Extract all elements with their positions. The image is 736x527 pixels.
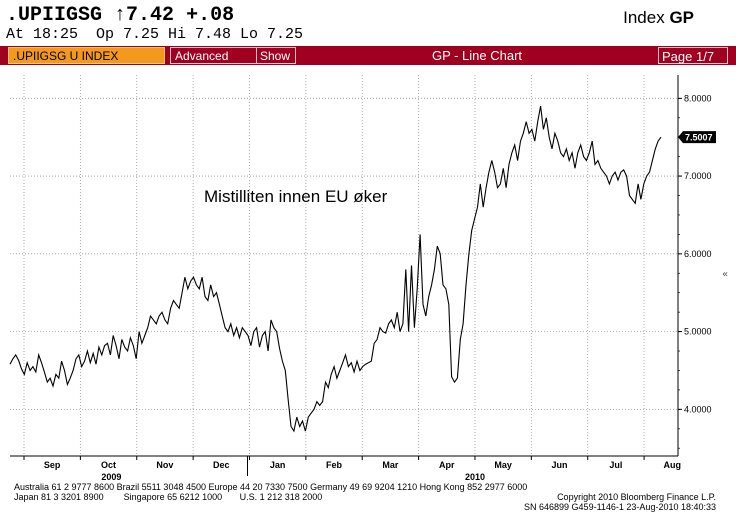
x-month-label: Feb [326, 460, 343, 470]
ticker-symbol: .UPIIGSG [6, 4, 103, 27]
chart-title: GP - Line Chart [298, 47, 656, 64]
last-value-box [678, 131, 716, 144]
chart-toolbar: .UPIIGSG U INDEX Advanced Show GP - Line… [0, 46, 736, 65]
footer-phone-line-1: Australia 61 2 9777 8600 Brazil 5511 304… [14, 482, 528, 492]
x-month-label: Apr [439, 460, 455, 470]
collapse-handle[interactable]: « [722, 269, 728, 280]
y-tick-label: 8.0000 [684, 93, 712, 103]
chart-annotation: Mistilliten innen EU øker [204, 187, 388, 206]
x-month-label: Dec [213, 460, 230, 470]
x-month-label: Sep [44, 460, 61, 470]
x-month-label: Oct [101, 460, 116, 470]
security-header: .UPIIGSG ↑7.42 +.08 At 18:25 Op 7.25 Hi … [0, 0, 736, 46]
x-month-label: Aug [664, 460, 682, 470]
quote-details: At 18:25 Op 7.25 Hi 7.48 Lo 7.25 [6, 26, 304, 43]
ticker-quote: .UPIIGSG ↑7.42 +.08 [6, 4, 234, 27]
x-month-label: Jul [609, 460, 622, 470]
line-chart: 4.0000 5.0000 6.0000 7.0000 8.0000 Sep Oct Nov… [9, 75, 728, 480]
x-month-label: Mar [382, 460, 399, 470]
function-code: GP [669, 8, 694, 27]
series-line [9, 105, 662, 433]
y-tick-label: 5.0000 [684, 327, 712, 337]
show-button[interactable]: Show [256, 47, 296, 64]
security-field[interactable]: .UPIIGSG U INDEX [8, 47, 165, 64]
x-month-label: May [494, 460, 512, 470]
x-year-label: 2009 [101, 472, 121, 480]
last-value-label: 7.5007 [678, 131, 716, 144]
x-year-label: 2010 [465, 472, 485, 480]
footer-phone-line-2: Japan 81 3 3201 8900 Singapore 65 6212 1… [14, 492, 323, 502]
y-tick-label: 4.0000 [684, 404, 712, 414]
x-month-label: Jun [552, 460, 568, 470]
chart-grid [10, 75, 678, 456]
index-label: Index [623, 8, 665, 27]
last-price: 7.42 [126, 4, 175, 27]
net-change: +.08 [186, 4, 235, 27]
x-month-label: Jan [270, 460, 286, 470]
chart-axes [10, 75, 679, 476]
y-axis-ticks: 4.0000 5.0000 6.0000 7.0000 8.0000 [678, 93, 712, 449]
function-label: Index GP [623, 8, 694, 28]
footer-serial: SN 646899 G459-1146-1 23-Aug-2010 18:40:… [524, 502, 716, 512]
x-axis-labels: Sep Oct Nov Dec Jan Feb Mar Apr May Jun Jul Aug 2009… [44, 460, 681, 480]
y-tick-label: 7.0000 [684, 171, 712, 181]
up-arrow-icon: ↑ [114, 4, 127, 27]
x-month-label: Nov [156, 460, 173, 470]
last-value-text: 7.5007 [685, 133, 713, 143]
advanced-button[interactable]: Advanced [170, 47, 264, 64]
page-indicator[interactable]: Page 1/7 [658, 47, 728, 64]
bloomberg-footer: Australia 61 2 9777 8600 Brazil 5511 304… [0, 480, 736, 527]
y-tick-label: 6.0000 [684, 249, 712, 259]
double-chevron-icon: « [722, 269, 728, 280]
footer-copyright: Copyright 2010 Bloomberg Finance L.P. [557, 492, 716, 502]
